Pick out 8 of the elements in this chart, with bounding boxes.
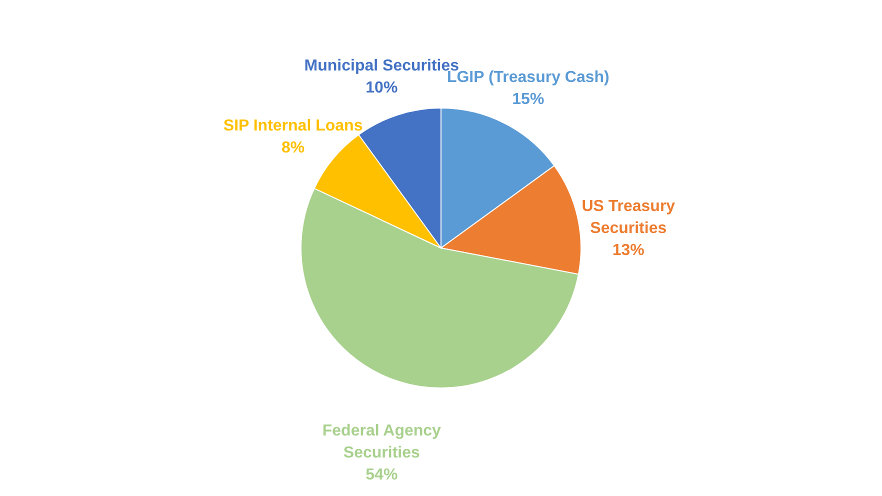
data-label: 10% [366, 79, 398, 96]
data-label: 54% [366, 466, 398, 484]
slice-label: US Treasury Securities [582, 198, 676, 238]
data-label: 8% [282, 140, 305, 157]
slice-label: SIP Internal Loans [223, 118, 363, 135]
data-label: 13% [612, 242, 644, 260]
data-label: 15% [512, 90, 544, 108]
slice-label: Federal Agency Securities [322, 422, 442, 462]
